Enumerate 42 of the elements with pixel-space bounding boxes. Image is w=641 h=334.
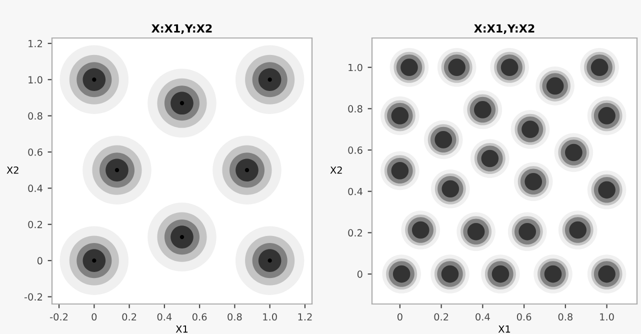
x-tick-label: 0.6 [192, 313, 207, 321]
y-tick-label: 0.2 [28, 220, 42, 228]
point [92, 78, 96, 82]
x-tick-label: 0 [397, 313, 402, 321]
x-tick-label: 0 [92, 313, 97, 321]
point [180, 234, 184, 240]
y-tick-label: -0.2 [24, 293, 42, 301]
y-tick-label: 0 [37, 257, 42, 264]
chart-title: X:X1,Y:X2 [474, 24, 534, 34]
x-tick-label: 0.4 [476, 313, 490, 321]
point [244, 168, 250, 172]
x-tick-label: 1.0 [600, 313, 614, 321]
y-tick-label: 0.8 [348, 105, 362, 113]
x-tick-label: 0.2 [122, 313, 136, 321]
x-tick-label: 0.6 [516, 313, 532, 321]
x-axis-title: X1 [176, 326, 188, 333]
y-tick-label: 1.0 [28, 76, 42, 84]
y-tick-label: 0.6 [348, 146, 362, 154]
x-tick-label: 0.2 [434, 313, 448, 321]
x-tick-label: 1.0 [263, 313, 277, 321]
y-axis-title: X2 [6, 166, 18, 174]
y-tick-label: 0.8 [28, 112, 42, 120]
y-axis-title: X2 [330, 166, 342, 174]
point [180, 101, 184, 106]
x-tick-label: 1.2 [298, 313, 312, 320]
chart-title: X:X1,Y:X2 [152, 24, 212, 34]
y-tick-label: 0.6 [28, 148, 42, 156]
point [268, 258, 272, 263]
x-tick-label: -0.2 [50, 313, 68, 321]
y-tick-label: 0.2 [348, 229, 362, 237]
point [114, 168, 120, 172]
y-tick-label: 0.4 [348, 188, 362, 196]
y-tick-label: 1.2 [28, 40, 42, 48]
x-tick-label: 0.8 [558, 313, 572, 321]
x-tick-label: 0.4 [157, 313, 172, 321]
y-tick-label: 0.4 [28, 184, 42, 192]
y-tick-label: 1.0 [348, 64, 362, 72]
point [268, 78, 272, 82]
point [92, 258, 96, 263]
x-axis-title: X1 [498, 326, 510, 333]
y-tick-label: 0 [357, 270, 362, 278]
x-tick-label: 0.8 [228, 313, 242, 321]
